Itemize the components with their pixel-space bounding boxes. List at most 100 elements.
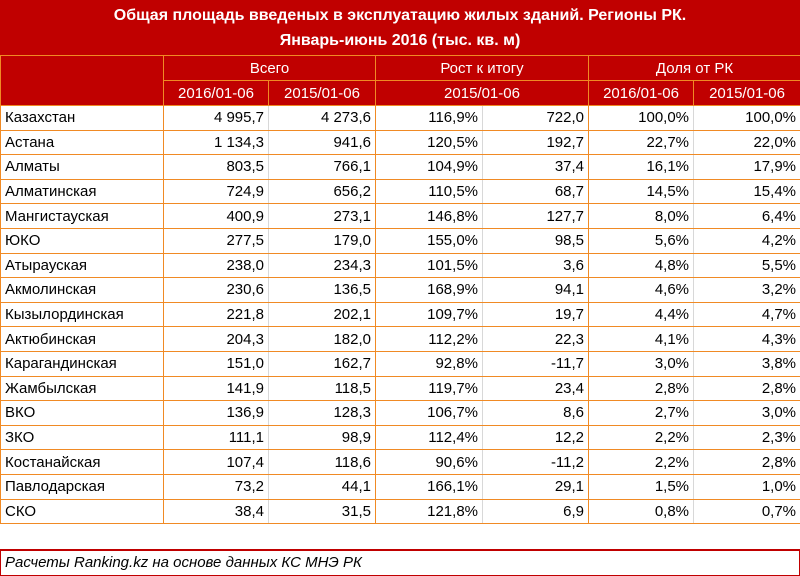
total-2015: 128,3 [268, 400, 376, 426]
share-2015: 17,9% [693, 154, 800, 180]
share-2016: 4,1% [588, 326, 695, 352]
growth-percent: 110,5% [375, 178, 483, 205]
share-2016: 1,5% [588, 473, 695, 500]
growth-percent: 101,5% [375, 252, 483, 279]
share-2016: 2,7% [588, 400, 695, 426]
share-2016: 0,8% [588, 498, 695, 525]
region-name: Жамбылская [0, 375, 164, 402]
table-row: ВКО 136,9 128,3 106,7% 8,6 2,7% 3,0% [0, 400, 800, 426]
table-row: Астана 1 134,3 941,6 120,5% 192,7 22,7% 22,0% [0, 129, 800, 156]
share-2016: 4,8% [588, 252, 695, 279]
table-row: Жамбылская 141,9 118,5 119,7% 23,4 2,8% 2,8% [0, 375, 800, 402]
growth-absolute: 29,1 [481, 473, 590, 500]
total-2016: 111,1 [163, 424, 269, 451]
total-2015: 941,6 [268, 129, 376, 156]
total-2016: 277,5 [163, 227, 269, 254]
share-2015: 2,8% [693, 375, 800, 402]
growth-percent: 92,8% [375, 350, 483, 377]
total-2016: 4 995,7 [163, 105, 269, 131]
region-name: Костанайская [0, 449, 164, 475]
subheader: 2016/01-06 [588, 80, 695, 106]
region-name: Кызылординская [0, 301, 164, 328]
total-2015: 31,5 [268, 498, 376, 525]
region-name: Акмолинская [0, 277, 164, 303]
share-2016: 5,6% [588, 227, 695, 254]
table-title: Общая площадь введеных в эксплуатацию жи… [0, 0, 800, 55]
growth-absolute: 192,7 [481, 129, 590, 156]
share-2015: 4,2% [693, 227, 800, 254]
table-row: Павлодарская 73,2 44,1 166,1% 29,1 1,5% 1,0% [0, 473, 800, 500]
growth-percent: 116,9% [375, 105, 483, 131]
share-2015: 4,7% [693, 301, 800, 328]
header-row-groups: Всего Рост к итогу Доля от РК [0, 55, 800, 81]
growth-percent: 146,8% [375, 203, 483, 229]
table-row: Кызылординская 221,8 202,1 109,7% 19,7 4,4% 4,… [0, 301, 800, 328]
share-2015: 6,4% [693, 203, 800, 229]
growth-absolute: 722,0 [481, 105, 590, 131]
growth-absolute: -11,2 [481, 449, 590, 475]
growth-percent: 90,6% [375, 449, 483, 475]
growth-absolute: 3,6 [481, 252, 590, 279]
total-2016: 400,9 [163, 203, 269, 229]
total-2015: 766,1 [268, 154, 376, 180]
growth-absolute: 98,5 [481, 227, 590, 254]
header-group-total: Всего [163, 55, 376, 81]
total-2016: 141,9 [163, 375, 269, 402]
table-row: СКО 38,4 31,5 121,8% 6,9 0,8% 0,7% [0, 498, 800, 525]
table-row: Карагандинская 151,0 162,7 92,8% -11,7 3,0% 3,… [0, 350, 800, 377]
total-2015: 179,0 [268, 227, 376, 254]
total-2016: 221,8 [163, 301, 269, 328]
total-2015: 4 273,6 [268, 105, 376, 131]
total-2016: 230,6 [163, 277, 269, 303]
share-2016: 100,0% [588, 105, 695, 131]
source-note: Расчеты Ranking.kz на основе данных КС М… [0, 549, 800, 576]
total-2015: 182,0 [268, 326, 376, 352]
growth-absolute: 23,4 [481, 375, 590, 402]
growth-absolute: 8,6 [481, 400, 590, 426]
total-2015: 234,3 [268, 252, 376, 279]
share-2015: 2,3% [693, 424, 800, 451]
share-2016: 2,2% [588, 449, 695, 475]
region-name: Алматы [0, 154, 164, 180]
region-name: ЗКО [0, 424, 164, 451]
title-line-2: Январь-июнь 2016 (тыс. кв. м) [279, 32, 521, 49]
total-2015: 44,1 [268, 473, 376, 500]
table-row: Алматы 803,5 766,1 104,9% 37,4 16,1% 17,9% [0, 154, 800, 180]
total-2016: 136,9 [163, 400, 269, 426]
share-2015: 22,0% [693, 129, 800, 156]
total-2016: 107,4 [163, 449, 269, 475]
total-2016: 724,9 [163, 178, 269, 205]
header-row-periods: 2016/01-06 2015/01-06 2015/01-06 2016/01… [0, 80, 800, 106]
table-row: ЮКО 277,5 179,0 155,0% 98,5 5,6% 4,2% [0, 227, 800, 254]
region-name: Мангистауская [0, 203, 164, 229]
table-row: ЗКО 111,1 98,9 112,4% 12,2 2,2% 2,3% [0, 424, 800, 451]
subheader: 2016/01-06 [163, 80, 269, 106]
share-2015: 3,8% [693, 350, 800, 377]
header-group-growth: Рост к итогу [374, 55, 590, 81]
table-row: Актюбинская 204,3 182,0 112,2% 22,3 4,1% 4,3% [0, 326, 800, 352]
region-name: ЮКО [0, 227, 164, 254]
share-2015: 0,7% [693, 498, 800, 525]
growth-percent: 112,2% [375, 326, 483, 352]
growth-percent: 155,0% [375, 227, 483, 254]
total-2015: 98,9 [268, 424, 376, 451]
header-blank [0, 55, 164, 81]
table-row: Акмолинская 230,6 136,5 168,9% 94,1 4,6% 3,2% [0, 277, 800, 303]
data-table: Всего Рост к итогу Доля от РК 2016/01-06… [0, 55, 800, 525]
header-blank [0, 80, 164, 106]
share-2016: 4,4% [588, 301, 695, 328]
title-line-1: Общая площадь введеных в эксплуатацию жи… [113, 7, 687, 24]
share-2016: 14,5% [588, 178, 695, 205]
growth-percent: 112,4% [375, 424, 483, 451]
total-2016: 238,0 [163, 252, 269, 279]
table-row: Костанайская 107,4 118,6 90,6% -11,2 2,2% 2,8% [0, 449, 800, 475]
total-2016: 1 134,3 [163, 129, 269, 156]
subheader: 2015/01-06 [693, 80, 800, 106]
share-2015: 1,0% [693, 473, 800, 500]
growth-percent: 168,9% [375, 277, 483, 303]
growth-absolute: 37,4 [481, 154, 590, 180]
share-2015: 3,2% [693, 277, 800, 303]
header-group-share: Доля от РК [588, 55, 800, 81]
share-2016: 3,0% [588, 350, 695, 377]
growth-percent: 120,5% [375, 129, 483, 156]
